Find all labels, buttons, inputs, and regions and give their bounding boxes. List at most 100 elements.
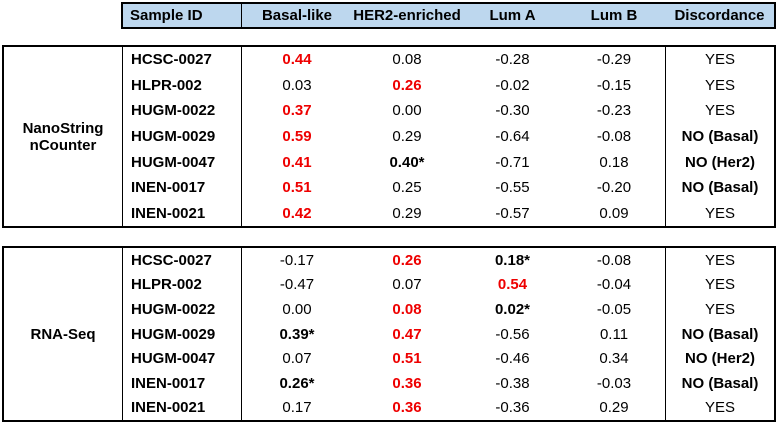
value-cell-basal-like: 0.17 [282, 399, 312, 417]
column-header-row: Sample ID Basal-like HER2-enriched Lum A… [121, 2, 776, 29]
table-row: INEN-0021 0.42 0.29 -0.57 0.09 YES [123, 200, 774, 227]
value-cell-her2-enriched: 0.00 [392, 102, 422, 120]
sample-id-cell: HLPR-002 [123, 272, 242, 298]
value-cell-her2-enriched: 0.26 [392, 76, 422, 94]
value-cell-lum-b: -0.03 [596, 374, 632, 392]
value-cell-basal-like: 0.26* [279, 374, 315, 392]
value-cell-lum-b: 0.11 [599, 325, 629, 343]
value-cell-lum-a: 0.54 [497, 276, 528, 294]
value-cell-lum-a: -0.46 [495, 350, 530, 368]
sample-id-cell: INEN-0017 [123, 174, 242, 201]
value-cell-lum-b: -0.20 [596, 179, 632, 197]
sample-id-cell: HCSC-0027 [123, 248, 242, 273]
value-cell-her2-enriched: 0.08 [392, 51, 422, 69]
value-cell-basal-like: 0.42 [282, 204, 312, 222]
table-row: HLPR-002 0.03 0.26 -0.02 -0.15 YES [123, 72, 774, 99]
header-basal-like: Basal-like [261, 7, 333, 24]
value-cell-lum-a: -0.64 [495, 128, 530, 146]
value-cell-her2-enriched: 0.07 [392, 276, 422, 294]
nanostring-table: NanoString nCounter HCSC-0027 0.44 0.08 -0.… [2, 45, 776, 228]
discordance-cell: NO (Basal) [665, 370, 774, 396]
header-discordance: Discordance [674, 7, 765, 24]
value-cell-basal-like: 0.00 [282, 300, 312, 318]
method-label-nanostring: NanoString nCounter [4, 47, 123, 226]
value-cell-her2-enriched: 0.08 [392, 300, 422, 318]
table-row: HUGM-0029 0.39* 0.47 -0.56 0.11 NO (Basal) [123, 321, 774, 347]
value-cell-lum-b: 0.09 [599, 204, 629, 222]
value-cell-lum-a: -0.30 [495, 102, 530, 120]
sample-id-cell: INEN-0017 [123, 370, 242, 396]
header-her2-enriched: HER2-enriched [353, 7, 461, 24]
value-cell-lum-b: -0.05 [596, 300, 632, 318]
value-cell-lum-a: 0.02* [494, 300, 531, 318]
table-row: HCSC-0027 -0.17 0.26 0.18* -0.08 YES [123, 248, 774, 273]
discordance-cell: YES [665, 297, 774, 322]
discordance-cell: NO (Basal) [665, 123, 774, 150]
value-cell-lum-a: -0.55 [495, 179, 530, 197]
value-cell-lum-b: 0.29 [599, 399, 629, 417]
header-sample-id: Sample ID [123, 4, 242, 27]
table-row: HCSC-0027 0.44 0.08 -0.28 -0.29 YES [123, 47, 774, 73]
value-cell-basal-like: 0.39* [279, 325, 315, 343]
value-cell-lum-a: -0.57 [495, 204, 530, 222]
discordance-cell: YES [665, 248, 774, 273]
value-cell-her2-enriched: 0.36 [392, 374, 422, 392]
rnaseq-table: RNA-Seq HCSC-0027 -0.17 0.26 0.18* -0.08 YES H… [2, 246, 776, 422]
rnaseq-rows: HCSC-0027 -0.17 0.26 0.18* -0.08 YES HLPR-002 -… [123, 248, 774, 421]
value-cell-her2-enriched: 0.29 [392, 128, 422, 146]
value-cell-lum-a: 0.18* [494, 251, 531, 269]
value-cell-basal-like: 0.07 [282, 350, 312, 368]
value-cell-her2-enriched: 0.40* [389, 153, 425, 171]
value-cell-basal-like: -0.17 [279, 251, 315, 269]
table-row: HUGM-0022 0.37 0.00 -0.30 -0.23 YES [123, 98, 774, 124]
value-cell-lum-b: 0.18 [599, 153, 629, 171]
sample-id-cell: HUGM-0022 [123, 297, 242, 322]
sample-id-cell: HUGM-0029 [123, 123, 242, 150]
sample-id-cell: HUGM-0022 [123, 98, 242, 124]
discordance-cell: YES [665, 47, 774, 73]
table-row: HUGM-0029 0.59 0.29 -0.64 -0.08 NO (Basal) [123, 123, 774, 150]
value-cell-lum-b: -0.08 [596, 251, 632, 269]
sample-id-cell: INEN-0021 [123, 200, 242, 227]
table-row: INEN-0021 0.17 0.36 -0.36 0.29 YES [123, 395, 774, 421]
value-cell-lum-a: -0.02 [495, 76, 530, 94]
table-row: HUGM-0047 0.41 0.40* -0.71 0.18 NO (Her2) [123, 149, 774, 175]
sample-id-cell: INEN-0021 [123, 395, 242, 421]
sample-id-cell: HLPR-002 [123, 72, 242, 99]
discordance-cell: YES [665, 72, 774, 99]
header-lum-a: Lum A [489, 7, 536, 24]
value-cell-lum-b: -0.23 [596, 102, 632, 120]
header-lum-b: Lum B [590, 7, 638, 24]
value-cell-her2-enriched: 0.36 [392, 399, 422, 417]
value-cell-her2-enriched: 0.51 [392, 350, 422, 368]
value-cell-her2-enriched: 0.47 [392, 325, 422, 343]
discordance-cell: YES [665, 272, 774, 298]
discordance-cell: NO (Her2) [665, 346, 774, 371]
table-row: INEN-0017 0.26* 0.36 -0.38 -0.03 NO (Basal) [123, 370, 774, 396]
table-row: HUGM-0047 0.07 0.51 -0.46 0.34 NO (Her2) [123, 346, 774, 371]
discordance-cell: YES [665, 98, 774, 124]
discordance-cell: YES [665, 395, 774, 421]
value-cell-lum-a: -0.71 [495, 153, 530, 171]
sample-id-cell: HUGM-0029 [123, 321, 242, 347]
value-cell-basal-like: 0.59 [282, 128, 312, 146]
discordance-cell: NO (Basal) [665, 174, 774, 201]
discordance-cell: YES [665, 200, 774, 227]
value-cell-lum-b: -0.15 [596, 76, 632, 94]
sample-id-cell: HCSC-0027 [123, 47, 242, 73]
method-label-rnaseq: RNA-Seq [4, 248, 123, 420]
value-cell-lum-a: -0.38 [495, 374, 530, 392]
value-cell-her2-enriched: 0.25 [392, 179, 422, 197]
nanostring-rows: HCSC-0027 0.44 0.08 -0.28 -0.29 YES HLPR-002 0.… [123, 47, 774, 227]
discordance-cell: NO (Her2) [665, 149, 774, 175]
value-cell-lum-b: 0.34 [599, 350, 629, 368]
table-row: HLPR-002 -0.47 0.07 0.54 -0.04 YES [123, 272, 774, 298]
value-cell-her2-enriched: 0.26 [392, 251, 422, 269]
value-cell-lum-b: -0.08 [596, 128, 632, 146]
value-cell-lum-a: -0.56 [495, 325, 530, 343]
value-cell-lum-b: -0.04 [596, 276, 632, 294]
table-row: HUGM-0022 0.00 0.08 0.02* -0.05 YES [123, 297, 774, 322]
value-cell-lum-b: -0.29 [596, 51, 632, 69]
value-cell-basal-like: -0.47 [279, 276, 315, 294]
